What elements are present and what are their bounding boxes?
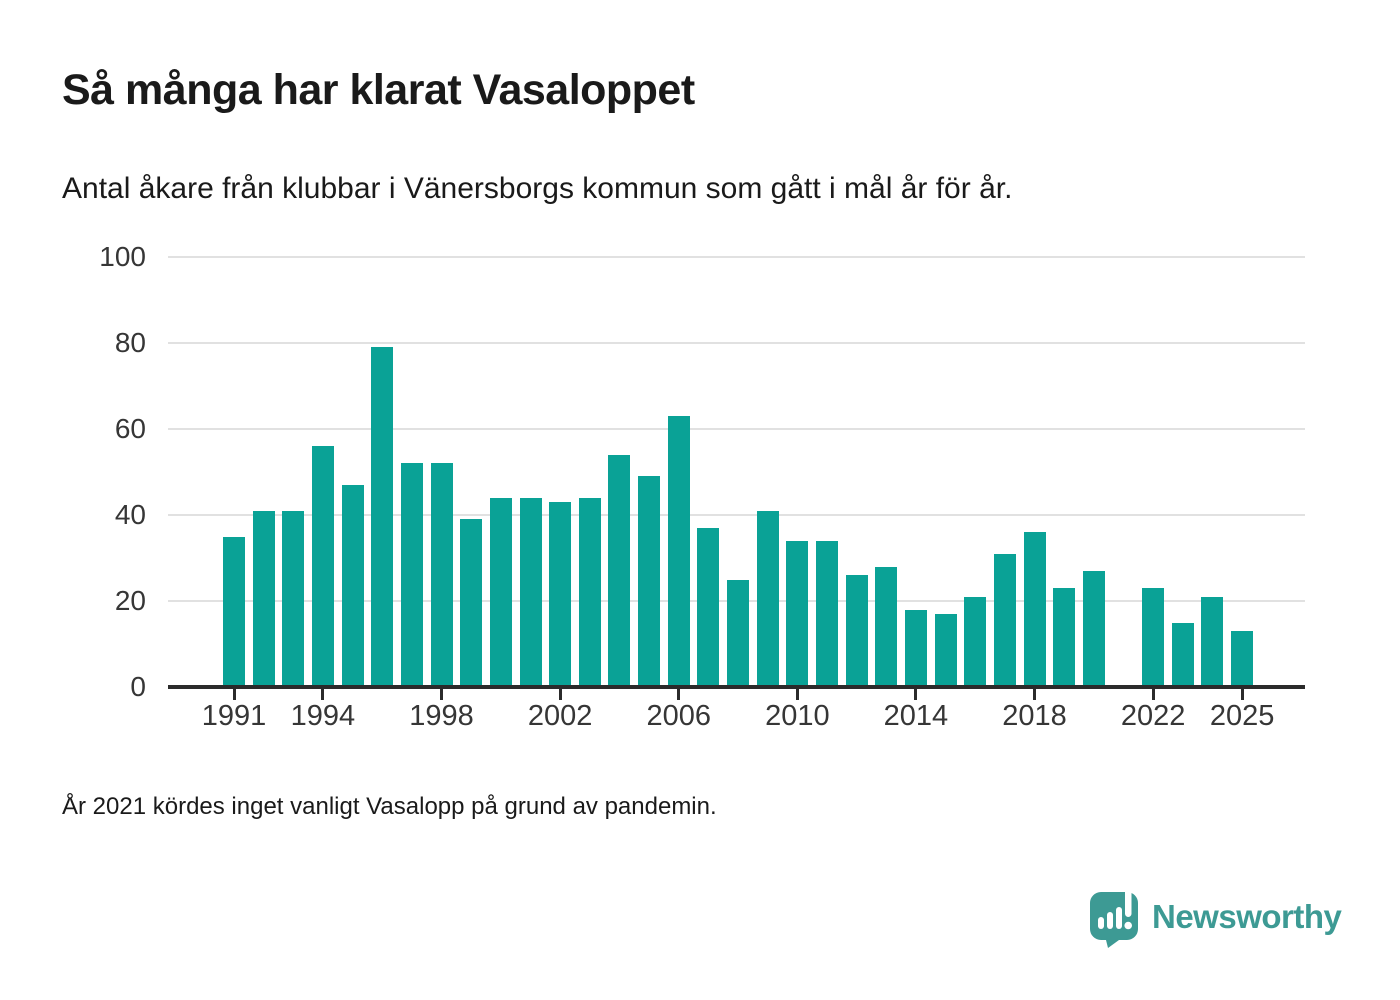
x-tick-label-1991: 1991 (201, 700, 267, 732)
gridline-y-100 (168, 256, 1305, 258)
bar-2017 (993, 553, 1016, 687)
bar-2000 (489, 497, 512, 687)
plot-area (168, 256, 1305, 700)
x-tick-label-2018: 2018 (1002, 700, 1067, 732)
bar-1999 (460, 519, 483, 687)
x-tick-label-1998: 1998 (409, 700, 474, 732)
bar-2019 (1053, 588, 1076, 687)
bar-2004 (608, 454, 631, 687)
y-tick-label-20: 20 (114, 585, 146, 616)
x-tick-2010 (795, 689, 799, 700)
bar-2023 (1171, 622, 1194, 687)
y-tick-label-80: 80 (114, 327, 146, 358)
x-tick-label-2022: 2022 (1120, 700, 1186, 732)
y-tick-label-40: 40 (114, 499, 146, 530)
bar-1997 (400, 463, 423, 687)
bar-1994 (311, 446, 334, 687)
brand-lockup: Newsworthy (1088, 886, 1342, 948)
bar-2005 (638, 476, 661, 687)
chart-footnote: År 2021 kördes inget vanligt Vasalopp på… (62, 793, 717, 820)
bar-2015 (934, 613, 957, 687)
bar-2001 (519, 497, 542, 687)
x-tick-label-2002: 2002 (527, 700, 593, 732)
bar-2022 (1142, 588, 1165, 687)
bar-2010 (786, 540, 809, 687)
bar-2018 (1023, 532, 1046, 687)
bar-1992 (252, 510, 275, 687)
bar-1998 (430, 463, 453, 687)
gridline-y-80 (168, 342, 1305, 344)
x-tick-label-2006: 2006 (646, 700, 711, 732)
bar-2024 (1201, 596, 1224, 687)
x-tick-2002 (558, 689, 562, 700)
gridline-y-60 (168, 428, 1305, 430)
x-tick-2018 (1033, 689, 1037, 700)
bar-2025 (1231, 631, 1254, 687)
y-tick-label-100: 100 (99, 241, 146, 272)
y-tick-label-0: 0 (130, 671, 146, 702)
bar-2012 (845, 575, 868, 687)
newsworthy-logo-icon (1090, 887, 1138, 948)
x-tick-2006 (677, 689, 681, 700)
bar-2007 (697, 527, 720, 687)
x-tick-label-1994: 1994 (290, 700, 356, 732)
x-axis-line (168, 685, 1305, 689)
brand-wordmark: Newsworthy (1152, 898, 1342, 935)
chart-subtitle: Antal åkare från klubbar i Vänersborgs k… (62, 172, 1013, 205)
x-tick-1994 (321, 689, 325, 700)
y-tick-label-60: 60 (114, 413, 146, 444)
bar-2014 (904, 609, 927, 687)
x-tick-1998 (440, 689, 444, 700)
gridline-y-40 (168, 514, 1305, 516)
x-tick-label-2025: 2025 (1209, 700, 1275, 732)
bar-1991 (223, 536, 245, 687)
bar-2011 (816, 540, 838, 687)
x-tick-2022 (1151, 689, 1155, 700)
bar-2016 (964, 596, 987, 687)
bar-1993 (282, 510, 305, 687)
x-tick-label-2014: 2014 (883, 700, 949, 732)
x-tick-2025 (1240, 689, 1244, 700)
bar-2002 (549, 502, 572, 687)
y-axis-labels: 0 20 40 60 80 100 (0, 241, 146, 727)
bar-1996 (371, 347, 394, 687)
x-tick-label-2010: 2010 (765, 700, 830, 732)
bar-2006 (667, 416, 690, 687)
bar-2020 (1082, 570, 1105, 687)
bar-2009 (756, 510, 779, 687)
x-tick-1991 (232, 689, 236, 700)
x-tick-2014 (914, 689, 918, 700)
bar-2013 (875, 566, 898, 687)
x-axis-labels: 1991 1994 1998 2002 2006 2010 2014 2018 2022 2025 (168, 700, 1305, 740)
bar-2003 (578, 497, 601, 687)
chart-title: Så många har klarat Vasaloppet (62, 66, 695, 114)
bar-2008 (727, 579, 750, 687)
bar-1995 (341, 484, 364, 687)
